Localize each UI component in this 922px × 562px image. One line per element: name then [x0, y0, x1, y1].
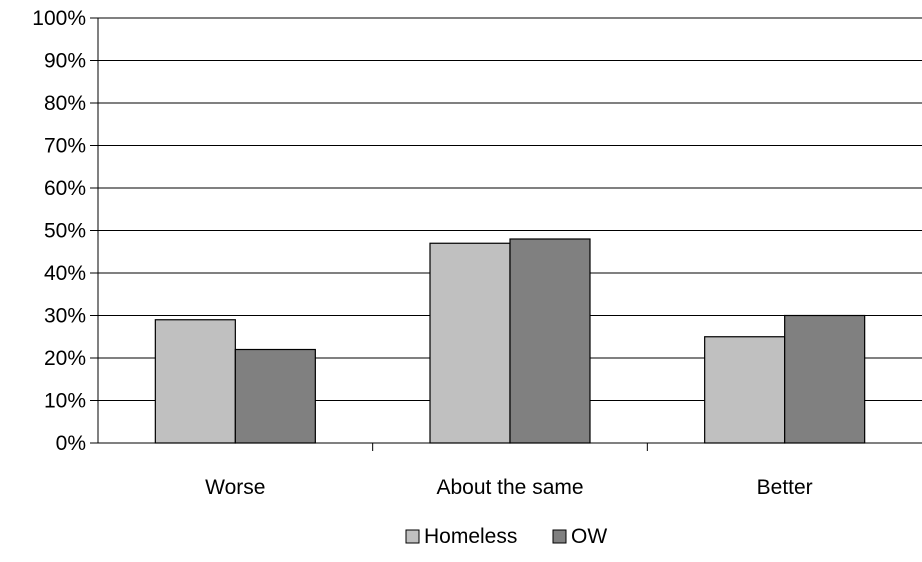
y-tick-label: 30%	[44, 305, 86, 328]
x-category-label: About the same	[436, 476, 583, 499]
y-tick-label: 10%	[44, 390, 86, 413]
x-axis: Worse About the same Better	[98, 442, 922, 499]
y-tick-label: 20%	[44, 347, 86, 370]
bar-homeless-about-the-same	[429, 242, 511, 444]
legend: Homeless OW	[405, 525, 607, 548]
y-tick-label: 0%	[56, 432, 86, 455]
bar-ow-better	[784, 314, 866, 444]
y-tick-label: 60%	[44, 177, 86, 200]
y-axis: 0% 10% 20% 30% 40% 50% 60% 70% 80% 90% 100%	[32, 7, 99, 455]
y-tick-label: 40%	[44, 262, 86, 285]
y-tick-label: 100%	[32, 7, 86, 30]
bar-homeless-worse	[154, 319, 236, 444]
bar-ow-worse	[234, 348, 316, 444]
legend-label-homeless: Homeless	[424, 525, 517, 548]
bar-ow-about-the-same	[509, 238, 591, 444]
bar-homeless-better	[704, 336, 786, 444]
y-tick-label: 90%	[44, 50, 86, 73]
y-tick-label: 50%	[44, 220, 86, 243]
x-category-label: Worse	[205, 476, 265, 499]
legend-swatch-ow	[552, 529, 567, 544]
y-tick-label: 70%	[44, 135, 86, 158]
x-category-label: Better	[757, 476, 813, 499]
y-tick-label: 80%	[44, 92, 86, 115]
legend-swatch-homeless	[405, 529, 420, 544]
bars	[154, 238, 866, 444]
legend-label-ow: OW	[571, 525, 607, 548]
